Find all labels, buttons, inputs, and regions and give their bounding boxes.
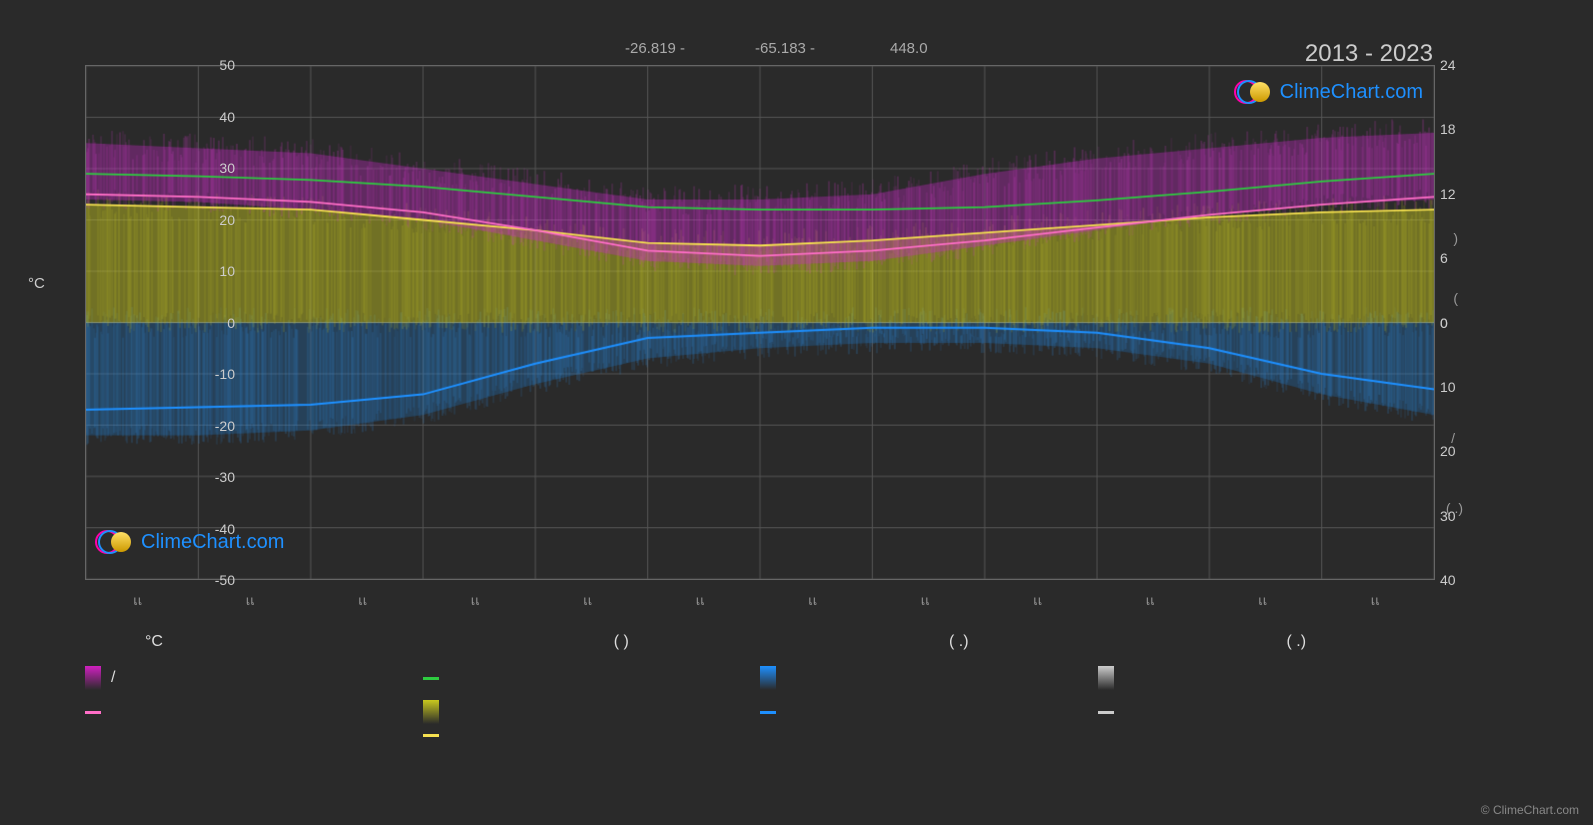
y-right-tick: 18 <box>1440 121 1456 137</box>
legend-item <box>760 734 1098 737</box>
y-left-tick: 0 <box>185 315 235 331</box>
legend-header-row: °C ( ) ( .) ( .) <box>85 633 1435 651</box>
legend-item: / <box>85 666 423 690</box>
x-tick: เเ <box>246 590 255 611</box>
legend-swatch <box>423 700 439 724</box>
year-range: 2013 - 2023 <box>1305 40 1433 68</box>
elev-label: 448.0 <box>890 40 928 57</box>
legend-swatch <box>423 734 439 737</box>
x-tick: เเ <box>808 590 817 611</box>
x-tick: เเ <box>358 590 367 611</box>
legend-swatch <box>760 711 776 714</box>
y-left-tick: 10 <box>185 263 235 279</box>
legend-item <box>423 700 761 724</box>
x-tick: เเ <box>471 590 480 611</box>
watermark-text: ClimeChart.com <box>1280 81 1423 104</box>
x-tick: เเ <box>583 590 592 611</box>
copyright: © ClimeChart.com <box>1481 803 1579 817</box>
y-left-tick: 40 <box>185 109 235 125</box>
legend-label: / <box>111 669 115 687</box>
legend-item <box>1098 666 1436 690</box>
legend-item <box>1098 734 1436 737</box>
legend-row <box>85 700 1435 724</box>
x-tick: เเ <box>1146 590 1155 611</box>
y-right-tick: 0 <box>1440 315 1448 331</box>
y-right-tick: 20 <box>1440 443 1456 459</box>
y-right-label-1: ) <box>1453 230 1458 246</box>
legend-item <box>760 700 1098 724</box>
lat-label: -26.819 - <box>625 40 685 57</box>
y-left-tick: 20 <box>185 212 235 228</box>
x-tick: เเ <box>696 590 705 611</box>
legend-header-4: ( .) <box>1098 633 1436 651</box>
y-left-tick: -10 <box>185 366 235 382</box>
legend-item <box>85 700 423 724</box>
legend-swatch <box>85 711 101 714</box>
x-tick: เเ <box>1258 590 1267 611</box>
y-left-tick: 50 <box>185 57 235 73</box>
y-right-tick: 24 <box>1440 57 1456 73</box>
x-tick: เเ <box>921 590 930 611</box>
legend-item <box>85 734 423 737</box>
legend-swatch <box>423 677 439 680</box>
logo-icon <box>95 530 133 554</box>
chart-plot-area <box>85 65 1435 580</box>
y-left-tick: -30 <box>185 469 235 485</box>
legend-row <box>85 734 1435 737</box>
y-right-tick: 30 <box>1440 508 1456 524</box>
y-left-axis-label: °C <box>28 275 45 292</box>
legend-swatch <box>85 666 101 690</box>
legend-item <box>423 734 761 737</box>
legend-header-2: ( ) <box>423 633 761 651</box>
y-left-tick: -50 <box>185 572 235 588</box>
legend-header-3: ( .) <box>760 633 1098 651</box>
y-left-tick: -40 <box>185 521 235 537</box>
legend-item <box>423 666 761 690</box>
y-right-tick: 10 <box>1440 379 1456 395</box>
x-tick: เเ <box>1033 590 1042 611</box>
y-right-tick: 6 <box>1440 250 1448 266</box>
legend-swatch <box>760 666 776 690</box>
lon-label: -65.183 - <box>755 40 815 57</box>
y-right-label-2: ( <box>1453 290 1458 306</box>
x-tick: เเ <box>133 590 142 611</box>
y-right-tick: 40 <box>1440 572 1456 588</box>
legend-row: / <box>85 666 1435 690</box>
legend-swatch <box>1098 666 1114 690</box>
legend-item <box>760 666 1098 690</box>
x-tick: เเ <box>1371 590 1380 611</box>
legend-header-1: °C <box>85 633 423 651</box>
y-left-tick: -20 <box>185 418 235 434</box>
legend-swatch <box>1098 711 1114 714</box>
watermark-top: ClimeChart.com <box>1234 80 1423 104</box>
y-left-tick: 30 <box>185 160 235 176</box>
legend-item <box>1098 700 1436 724</box>
y-right-tick: 12 <box>1440 186 1456 202</box>
climate-chart-canvas <box>86 66 1434 579</box>
logo-icon <box>1234 80 1272 104</box>
